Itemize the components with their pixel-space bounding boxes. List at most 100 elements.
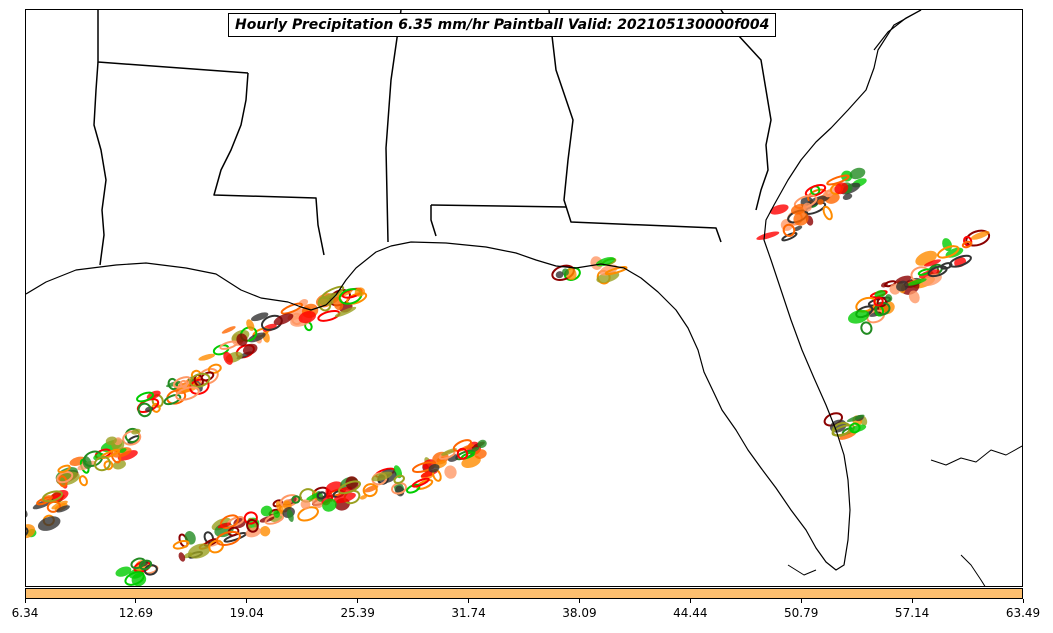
precip-blob — [881, 282, 888, 288]
precip-blob — [243, 511, 258, 525]
precip-blob — [122, 430, 142, 446]
precip-blob — [246, 518, 259, 533]
precip-blob — [907, 278, 927, 286]
precip-blob — [782, 223, 796, 237]
precip-blob — [26, 526, 29, 540]
colorbar — [25, 588, 1023, 599]
precip-blob — [321, 285, 345, 300]
precip-blob — [131, 428, 141, 435]
precip-blob — [163, 394, 182, 406]
precip-blob — [604, 266, 628, 276]
colorbar-tick-label: 57.14 — [894, 606, 930, 620]
precip-blob — [167, 377, 179, 391]
state-border — [548, 10, 722, 243]
precip-blob — [198, 353, 215, 361]
precip-blob — [885, 294, 893, 303]
precip-blob — [924, 259, 941, 267]
precip-blob — [555, 271, 564, 279]
precip-blob — [188, 543, 211, 559]
colorbar-tick — [689, 599, 691, 603]
colorbar-tick-label: 31.74 — [451, 606, 486, 620]
colorbar-tick-label: 44.44 — [673, 606, 708, 620]
precipitation-map — [26, 10, 1022, 587]
precip-blob — [223, 351, 233, 365]
precip-blob — [769, 204, 789, 215]
precip-blob — [948, 254, 972, 268]
colorbar-tick — [357, 599, 359, 603]
precip-blob — [137, 402, 152, 418]
precip-blob — [896, 280, 909, 292]
precip-blob — [756, 231, 780, 240]
precip-blob — [860, 321, 873, 335]
coastline — [26, 10, 922, 571]
precip-blob — [441, 448, 457, 456]
precip-blob — [300, 499, 311, 510]
state-border — [430, 205, 437, 237]
precip-blob — [839, 431, 857, 440]
precip-blob — [970, 230, 990, 240]
precip-blob — [183, 552, 193, 559]
state-border — [213, 72, 325, 256]
precip-blob — [834, 182, 849, 195]
colorbar-tick — [24, 599, 26, 603]
precip-blob — [873, 296, 884, 307]
precip-blob — [103, 460, 114, 471]
colorbar-tick-label: 25.39 — [340, 606, 375, 620]
precip-blob — [895, 275, 912, 284]
colorbar-tick — [246, 599, 248, 603]
precip-blob — [189, 378, 210, 395]
precip-blob — [26, 508, 28, 518]
precip-blob — [221, 326, 236, 334]
state-border — [93, 61, 107, 266]
precip-blob — [136, 391, 154, 403]
precip-blob — [299, 488, 316, 503]
precip-blob — [105, 436, 117, 446]
precip-blob — [393, 474, 405, 485]
precip-blob — [273, 313, 294, 326]
precip-blob — [117, 450, 138, 461]
precip-blob — [78, 475, 88, 487]
island — [930, 445, 1022, 466]
precip-blob — [37, 516, 61, 531]
precip-blob — [113, 586, 124, 587]
state-border — [385, 10, 402, 243]
precip-blob — [316, 491, 327, 500]
precip-blob — [846, 414, 865, 422]
map-panel — [25, 9, 1023, 587]
precip-blob — [322, 498, 337, 512]
precip-blob — [264, 513, 285, 525]
precip-blob — [826, 174, 850, 186]
precip-blob — [471, 446, 480, 452]
precip-blob — [371, 471, 393, 482]
precip-blob — [474, 449, 487, 459]
colorbar-tick — [468, 599, 470, 603]
colorbar-tick-label: 38.09 — [562, 606, 597, 620]
precip-blob — [345, 476, 359, 491]
precip-blob — [259, 525, 271, 537]
colorbar-tick — [135, 599, 137, 603]
precip-blob — [333, 492, 356, 504]
precip-blob — [346, 291, 368, 305]
precip-blob — [362, 483, 378, 498]
precip-blob — [189, 372, 211, 388]
precip-blob — [477, 439, 487, 449]
precip-blob — [793, 225, 803, 232]
precip-blob — [562, 268, 569, 276]
precip-blob — [172, 376, 192, 389]
precip-blob — [781, 232, 798, 242]
precip-blob — [217, 522, 232, 529]
precip-blob — [842, 193, 853, 200]
colorbar-tick — [1022, 599, 1024, 603]
precip-blob — [119, 448, 127, 453]
precip-blob — [143, 564, 158, 576]
atlantic-coastline — [873, 10, 922, 51]
precip-blob — [207, 363, 222, 374]
precip-blob — [184, 531, 196, 545]
precip-blob — [46, 500, 62, 513]
precip-blob — [175, 386, 200, 401]
precip-blob — [804, 184, 827, 198]
colorbar-tick-label: 19.04 — [229, 606, 264, 620]
precip-blob — [874, 290, 886, 298]
precip-blob — [115, 566, 132, 577]
precip-blob — [456, 447, 469, 460]
